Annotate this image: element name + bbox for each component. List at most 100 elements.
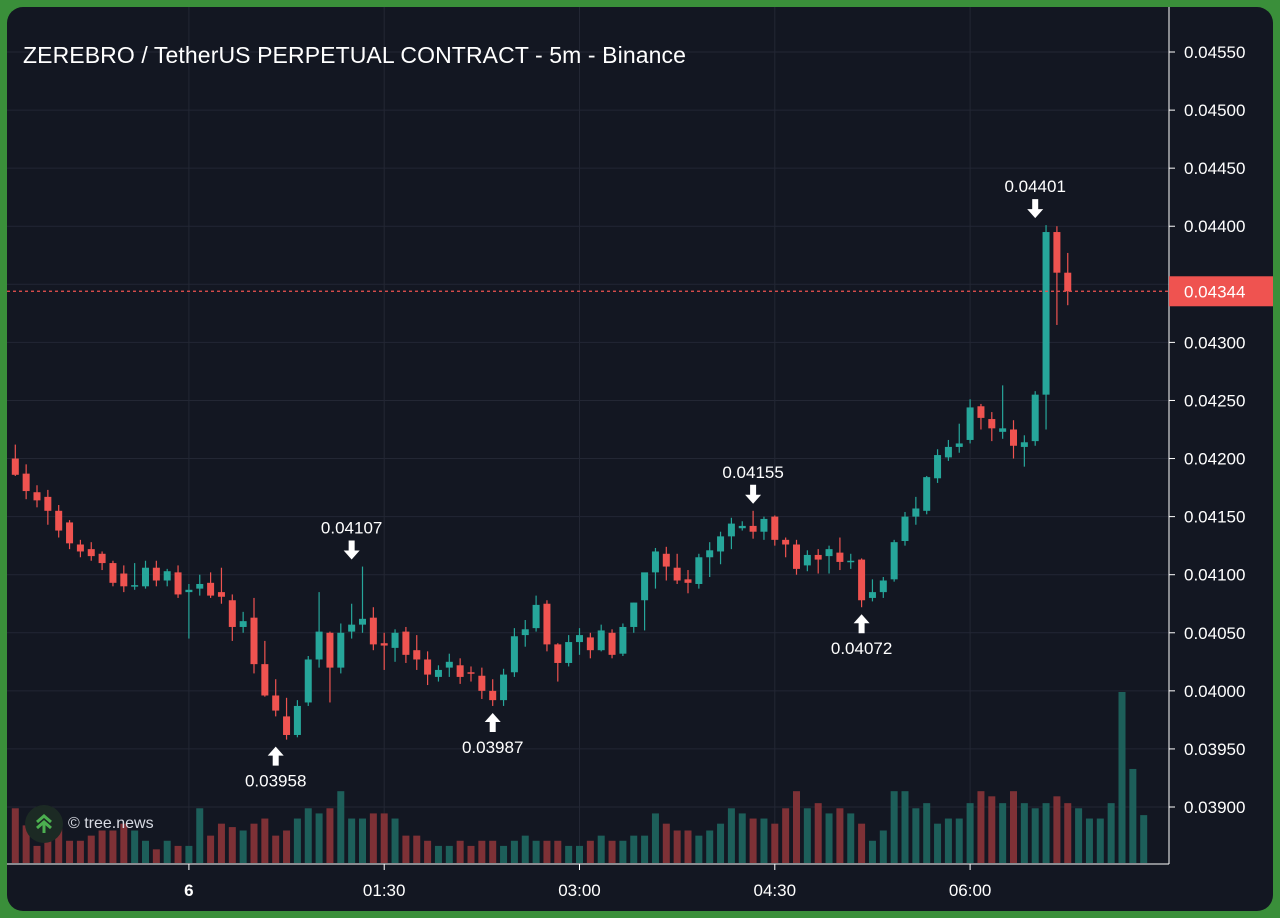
volume-bar xyxy=(684,830,692,863)
candle-body xyxy=(684,579,692,583)
candle-body xyxy=(424,659,432,675)
volume-bar xyxy=(901,791,909,863)
down-arrow-icon xyxy=(1027,199,1044,219)
volume-bar xyxy=(912,808,920,863)
volume-bar xyxy=(391,818,399,863)
volume-bar xyxy=(456,840,464,863)
candle-body xyxy=(944,446,952,458)
volume-bar xyxy=(717,823,725,863)
candle-body xyxy=(619,626,627,654)
candle-body xyxy=(999,428,1007,432)
volume-bar xyxy=(337,791,345,863)
volume-bar xyxy=(1075,808,1083,863)
volume-bar xyxy=(1053,796,1061,863)
candles xyxy=(11,225,1072,740)
volume-bar xyxy=(500,845,508,863)
volume-bar xyxy=(554,840,562,863)
volume-bar xyxy=(228,827,236,863)
volume-bar xyxy=(673,830,681,863)
candle-body xyxy=(662,553,670,567)
volume-bar xyxy=(22,825,30,863)
chart-title: ZEREBRO / TetherUS PERPETUAL CONTRACT - … xyxy=(23,42,687,68)
low-label: 0.03958 xyxy=(245,772,306,791)
candle-body xyxy=(1020,442,1028,447)
volume-bar xyxy=(977,791,985,863)
volume-bar xyxy=(1085,818,1093,863)
candle-body xyxy=(456,665,464,677)
candle-body xyxy=(185,589,193,593)
candle-body xyxy=(66,522,74,544)
x-tick-label: 03:00 xyxy=(558,881,601,900)
candle-body xyxy=(760,518,768,532)
volume-bar xyxy=(836,808,844,863)
volume-bar xyxy=(131,830,139,863)
candle-body xyxy=(467,672,475,674)
candle-body xyxy=(934,455,942,479)
volume-bar xyxy=(142,840,149,863)
y-tick-label: 0.04450 xyxy=(1184,159,1245,178)
y-tick-label: 0.04250 xyxy=(1184,391,1245,410)
volume-bar xyxy=(293,818,301,863)
volume-bar xyxy=(793,791,800,863)
candle-body xyxy=(402,631,410,655)
volume-bar xyxy=(467,845,475,863)
volume-bar xyxy=(738,813,746,863)
volume-bar xyxy=(76,840,84,863)
volume-bar xyxy=(1031,808,1039,863)
volume-bar xyxy=(706,830,714,863)
volume-bar xyxy=(174,845,182,863)
y-tick-label: 0.04550 xyxy=(1184,43,1245,62)
volume-bar xyxy=(1010,791,1017,863)
volume-bar xyxy=(858,823,866,863)
up-arrow-icon xyxy=(484,712,501,732)
candle-body xyxy=(1053,232,1061,273)
candle-body xyxy=(283,716,291,735)
watermark-text: © tree.news xyxy=(68,815,154,832)
candle-body xyxy=(500,674,508,701)
volume-bar xyxy=(152,849,160,863)
candle-body xyxy=(651,551,659,573)
volume-bar xyxy=(565,845,573,863)
candle-body xyxy=(369,617,377,645)
candle-body xyxy=(673,567,681,581)
candle-body xyxy=(163,571,171,581)
volume-bar xyxy=(250,823,258,863)
up-arrow-icon xyxy=(853,614,870,634)
candle-body xyxy=(196,583,204,589)
volume-bar xyxy=(434,845,442,863)
volume-bar xyxy=(315,813,323,863)
volume-bar xyxy=(196,808,204,863)
volume-bar xyxy=(283,830,291,863)
volume-bar xyxy=(749,818,757,863)
volume-bar xyxy=(543,840,551,863)
volume-bar xyxy=(369,813,377,863)
candle-body xyxy=(98,553,106,564)
volume-bar xyxy=(1064,803,1072,863)
candle-body xyxy=(847,560,855,563)
tree-news-logo-icon xyxy=(25,805,63,843)
candle-body xyxy=(738,525,746,529)
candle-body xyxy=(1031,394,1039,442)
candle-body xyxy=(33,492,41,501)
y-tick-label: 0.04200 xyxy=(1184,450,1245,469)
candle-body xyxy=(348,624,356,632)
volume-bar xyxy=(348,818,356,863)
candle-body xyxy=(706,550,714,558)
candle-body xyxy=(445,661,453,668)
high-label: 0.04107 xyxy=(321,519,382,538)
volume-bar xyxy=(44,830,52,863)
axes: 0.045500.045000.044500.044000.043500.043… xyxy=(7,7,1273,900)
candle-body xyxy=(315,631,323,660)
candle-body xyxy=(380,643,388,646)
y-tick-label: 0.04300 xyxy=(1184,333,1245,352)
volume-bar xyxy=(955,818,963,863)
x-tick-label: 01:30 xyxy=(363,881,406,900)
x-tick-label: 6 xyxy=(184,881,193,900)
candle-body xyxy=(391,632,399,648)
candle-body xyxy=(1064,272,1072,292)
candlestick-chart[interactable]: 0.03958 0.04107 0.03987 0.04155 0.04072 0.044… xyxy=(7,7,1273,911)
candle-body xyxy=(174,572,182,595)
volume-bar xyxy=(87,835,95,863)
candle-body xyxy=(554,644,562,663)
volume-bar xyxy=(1107,803,1115,863)
